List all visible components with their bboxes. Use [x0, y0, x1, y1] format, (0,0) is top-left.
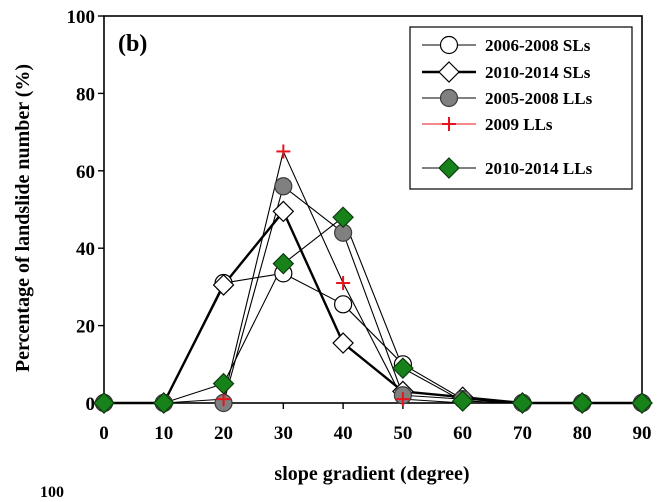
series-points-0 [94, 264, 652, 413]
data-point [334, 295, 353, 314]
panel-label: (b) [118, 31, 147, 57]
series-points-2 [94, 177, 652, 413]
legend-label-2: 2005-2008 LLs [485, 89, 593, 108]
data-point [451, 390, 474, 412]
data-point [336, 276, 351, 291]
series-line-1 [104, 210, 642, 405]
legend-label-0: 2006-2008 SLs [485, 36, 591, 55]
legend-marker-2 [439, 88, 459, 108]
legend-label-3: 2009 LLs [485, 115, 553, 134]
x-tick-label: 40 [334, 423, 353, 444]
x-tick-label: 10 [154, 423, 173, 444]
x-tick-label: 50 [393, 423, 412, 444]
data-point [571, 392, 594, 414]
x-axis-title: slope gradient (degree) [274, 463, 469, 485]
x-tick-label: 80 [573, 423, 592, 444]
data-point [395, 392, 410, 407]
x-tick-label: 70 [513, 423, 532, 444]
data-point [276, 144, 291, 159]
data-point [272, 200, 295, 223]
y-tick-label: 80 [76, 84, 95, 105]
data-point [212, 372, 235, 395]
data-point [332, 332, 354, 354]
data-point [152, 392, 175, 414]
data-point [392, 357, 414, 380]
y-tick-label: 20 [76, 317, 95, 338]
series-layer [93, 144, 653, 414]
bottom-cut-label: 100 [40, 484, 64, 501]
data-point [274, 177, 293, 196]
series-points-1 [93, 200, 653, 414]
data-point [332, 206, 354, 229]
data-point [272, 252, 295, 275]
plot-frame [103, 15, 643, 404]
y-tick-label: 40 [76, 239, 95, 260]
y-tick-label: 0 [86, 394, 96, 415]
x-tick-label: 0 [99, 423, 109, 444]
series-line-2 [104, 185, 642, 404]
data-point [511, 392, 534, 414]
series-points-4 [93, 206, 653, 414]
y-tick-label: 60 [76, 162, 95, 183]
x-tick-label: 90 [633, 423, 652, 444]
legend-marker-1 [438, 61, 460, 83]
x-tick-label: 30 [274, 423, 293, 444]
series-line-4 [104, 216, 642, 404]
y-tick-label: 100 [67, 7, 96, 28]
x-tick-label: 20 [214, 423, 233, 444]
legend-label-4: 2010-2014 LLs [485, 159, 593, 178]
legend-marker-3 [442, 117, 456, 131]
legend-label-1: 2010-2014 SLs [485, 63, 591, 82]
x-tick-label: 60 [453, 423, 472, 444]
legend-marker-4 [438, 157, 460, 179]
legend-marker-0 [439, 35, 459, 55]
data-point [212, 274, 235, 296]
legend: 2006-2008 SLs 2010-2014 SLs 2005-2008 LLs 2… [409, 26, 633, 190]
axes: 0 10 20 30 40 50 60 70 80 90 0 20 40 60 80 100 [67, 7, 652, 444]
data-point [631, 392, 653, 414]
data-point [93, 392, 115, 414]
y-axis-title: Percentage of landslide number (%) [12, 64, 34, 372]
